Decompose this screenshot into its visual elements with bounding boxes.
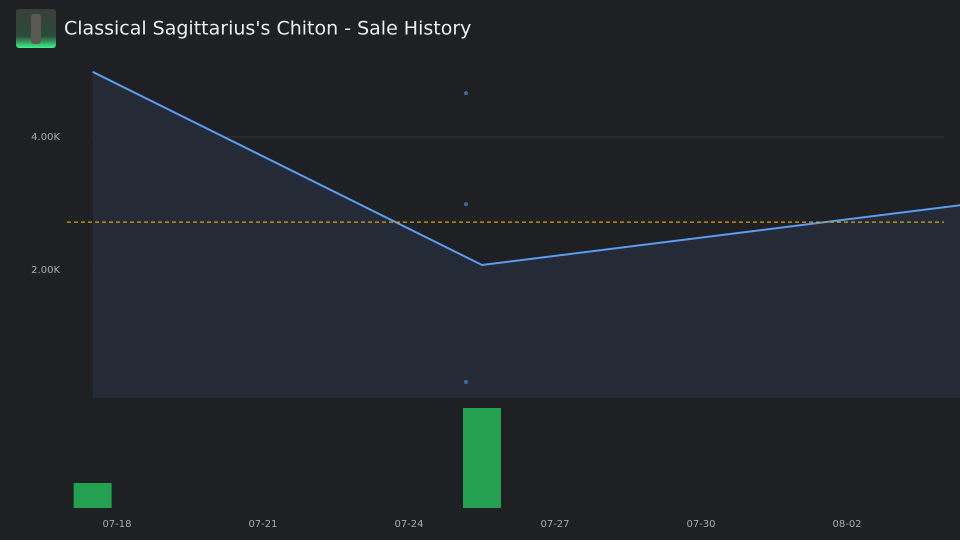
volume-bar: [462, 408, 501, 508]
x-tick-label: 07-30: [686, 519, 715, 530]
x-tick-label: 08-02: [832, 519, 861, 530]
x-tick-label: 07-24: [394, 519, 423, 530]
x-tick-label: 07-21: [248, 519, 277, 530]
y-tick-label: 4.00K: [31, 132, 60, 143]
x-tick-label: 07-27: [540, 519, 569, 530]
price-line: [92, 70, 960, 267]
sale-point: [463, 379, 468, 384]
plot: 2.00K 4.00K 07-18 07-21 07-24 07-27 07-30 08-02: [31, 70, 960, 530]
x-tick-label: 07-18: [102, 519, 131, 530]
y-tick-label: 2.00K: [31, 265, 60, 276]
volume-bar: [73, 483, 112, 508]
area: [92, 71, 960, 398]
sale-point: [463, 91, 468, 96]
sale-point: [463, 202, 468, 207]
item-figure: [31, 14, 41, 44]
page-title: Classical Sagittarius's Chiton - Sale Hi…: [64, 18, 471, 40]
